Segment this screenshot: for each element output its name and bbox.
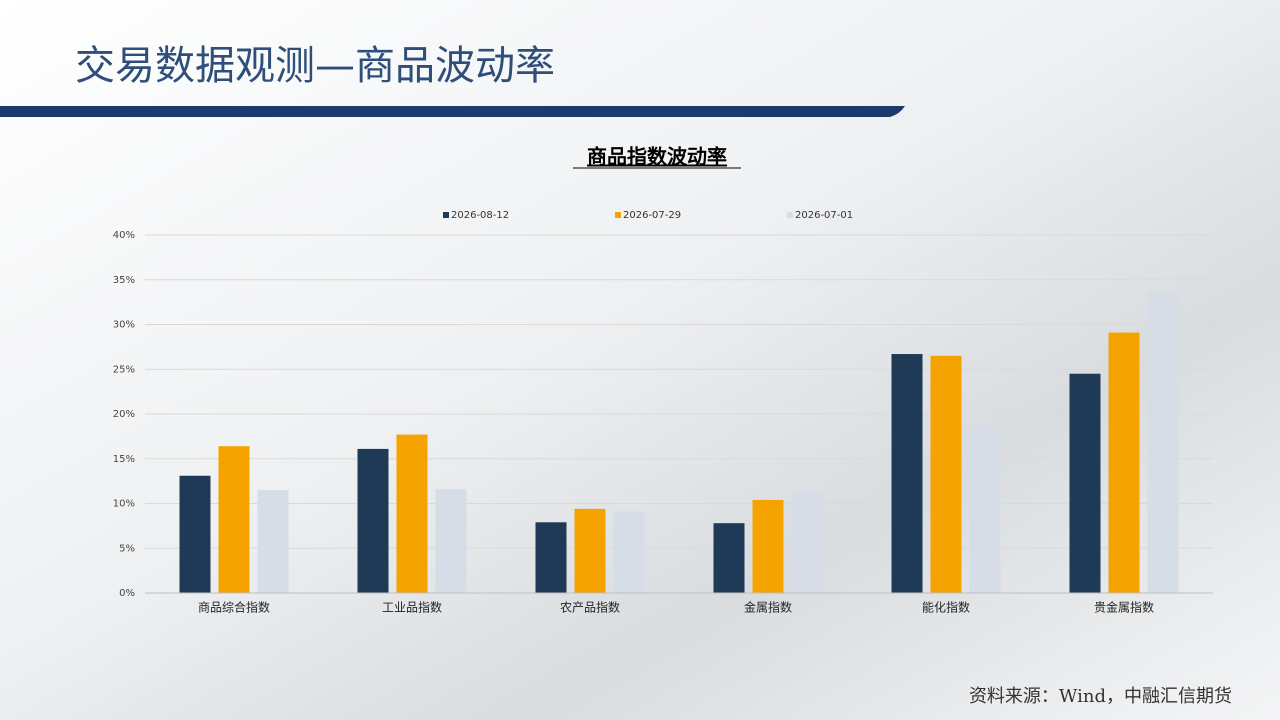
y-tick-label: 5% xyxy=(119,543,135,554)
bar xyxy=(791,491,823,593)
x-tick-label: 贵金属指数 xyxy=(1094,600,1154,615)
bar xyxy=(930,355,962,593)
legend-swatch xyxy=(443,212,449,218)
y-tick-label: 0% xyxy=(119,588,135,599)
bar xyxy=(179,475,211,593)
source: 资料来源：Wind，中融汇信期货 xyxy=(969,686,1232,707)
bar xyxy=(1069,373,1101,593)
y-tick-label: 20% xyxy=(113,409,135,420)
legend-label: 2026-07-29 xyxy=(623,210,681,221)
x-tick-label: 商品综合指数 xyxy=(198,600,270,615)
bar xyxy=(613,511,645,593)
y-tick-label: 25% xyxy=(113,364,135,375)
bar xyxy=(891,354,923,593)
y-tick-label: 35% xyxy=(113,275,135,286)
chart-title: 商品指数波动率 xyxy=(587,145,727,169)
bar xyxy=(752,499,784,593)
x-tick-label: 农产品指数 xyxy=(560,600,620,615)
x-tick-label: 金属指数 xyxy=(744,600,792,615)
bar xyxy=(218,446,250,593)
y-tick-label: 10% xyxy=(113,499,135,510)
slide-title: 交易数据观测—商品波动率 xyxy=(75,43,555,89)
x-tick-label: 工业品指数 xyxy=(382,600,442,615)
header-bar xyxy=(0,106,905,117)
bar xyxy=(535,522,567,593)
bar xyxy=(713,523,745,593)
bar xyxy=(257,490,289,593)
y-tick-label: 15% xyxy=(113,454,135,465)
x-tick-label: 能化指数 xyxy=(922,600,970,615)
bar xyxy=(396,434,428,593)
legend-swatch xyxy=(787,212,793,218)
y-tick-label: 30% xyxy=(113,320,135,331)
bar xyxy=(357,448,389,593)
legend-label: 2026-08-12 xyxy=(451,210,509,221)
bar xyxy=(1108,332,1140,593)
bar xyxy=(969,424,1001,593)
bar xyxy=(574,508,606,593)
legend-label: 2026-07-01 xyxy=(795,210,853,221)
bar xyxy=(1147,292,1179,593)
bar xyxy=(435,489,467,593)
y-tick-label: 40% xyxy=(113,230,135,241)
legend-swatch xyxy=(615,212,621,218)
